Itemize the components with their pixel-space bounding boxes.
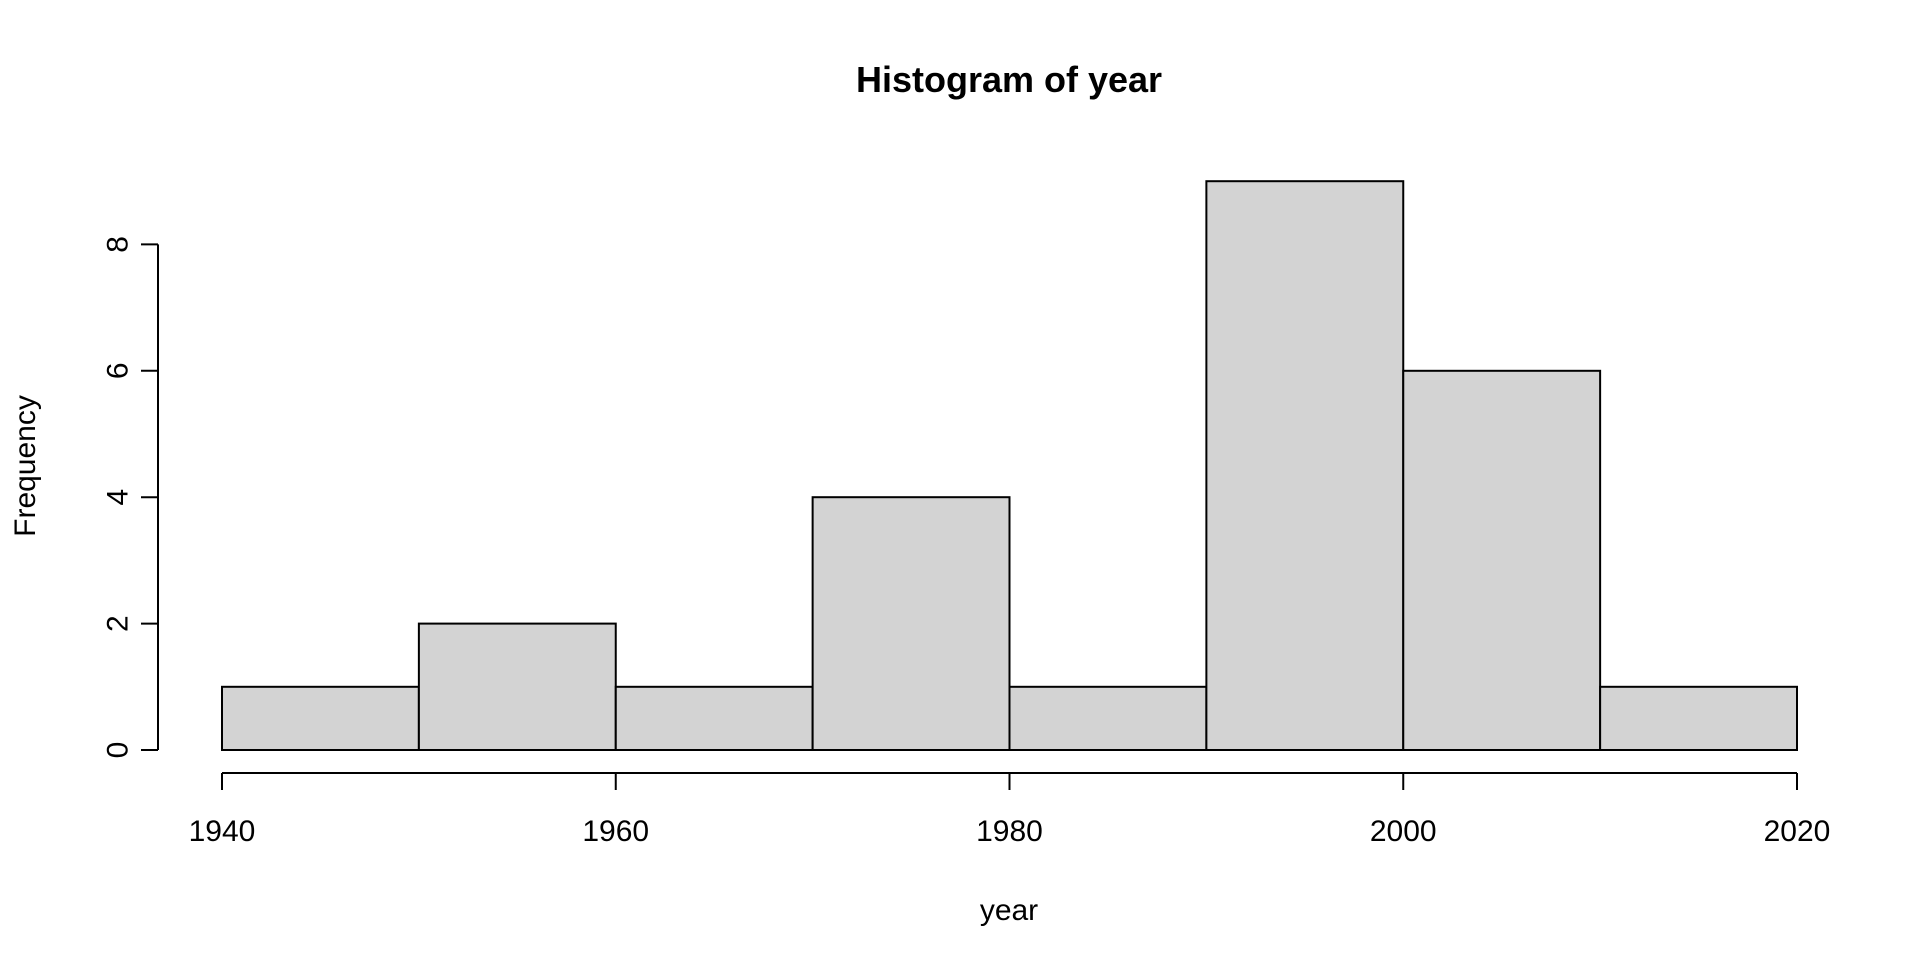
x-tick-label-1960: 1960 [582,815,649,848]
x-axis-label: year [980,894,1038,927]
x-axis: 1940 1960 1980 2000 2020 [189,772,1831,848]
y-tick-label-6: 6 [102,362,135,379]
y-axis-label: Frequency [9,395,42,537]
x-tick-label-2020: 2020 [1764,815,1831,848]
y-tick-label-2: 2 [102,615,135,632]
histogram-bar-1950-1960 [417,622,617,751]
histogram-bar-1990-2000 [1205,180,1405,751]
histogram-bar-2000-2010 [1402,369,1602,751]
y-axis: 0 2 4 6 8 [102,236,159,758]
x-ticks-group: 1940 1960 1980 2000 2020 [189,773,1831,848]
chart-title: Histogram of year [856,59,1162,100]
histogram-bar-2010-2020 [1599,685,1798,751]
x-tick-label-2000: 2000 [1370,815,1437,848]
histogram-bar-1970-1980 [811,496,1011,752]
histogram-bar-1980-1990 [1008,685,1208,751]
histogram-bar-1940-1950 [221,685,420,751]
y-tick-label-4: 4 [102,489,135,506]
x-tick-label-1980: 1980 [976,815,1043,848]
y-tick-label-8: 8 [102,236,135,253]
y-ticks-group: 0 2 4 6 8 [102,236,158,759]
y-tick-label-0: 0 [102,742,135,759]
histogram-bar-1960-1970 [614,685,814,751]
bars-group [221,180,1798,752]
x-tick-label-1940: 1940 [189,815,256,848]
